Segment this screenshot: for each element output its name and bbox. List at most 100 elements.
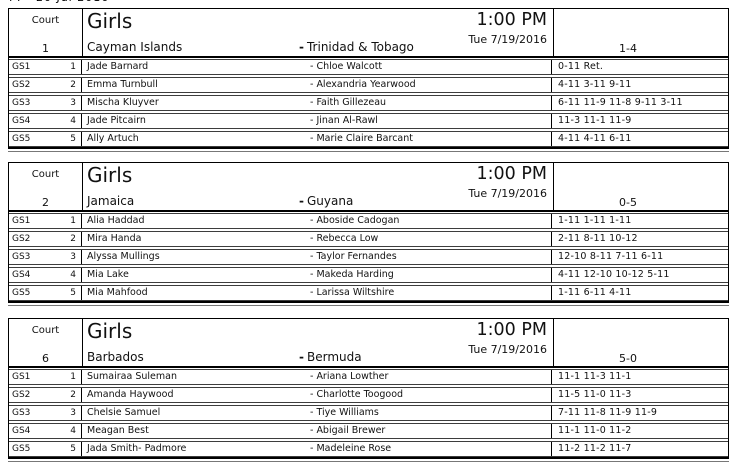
table-row: GS3 3 Alyssa Mullings - Taylor Fernandes 12… — [9, 249, 728, 265]
column-divider — [553, 319, 554, 366]
team1-name: Barbados — [87, 350, 144, 364]
vs-dash: - — [310, 133, 314, 144]
vs-dash: - — [310, 61, 314, 72]
match-code: GS1 — [12, 372, 31, 382]
vs-dash: - — [310, 215, 314, 226]
table-row: GS5 5 Jada Smith- Padmore - Madeleine Rose … — [9, 441, 728, 457]
court-label: Court — [31, 15, 60, 26]
game-scores: 0-11 Ret. — [558, 61, 604, 72]
court-label: Court — [31, 169, 60, 180]
match-number: 4 — [70, 116, 76, 126]
player2-name: - Alexandria Yearwood — [310, 79, 416, 90]
game-scores: 2-11 8-11 10-12 — [558, 233, 638, 244]
table-row: GS5 5 Mia Mahfood - Larissa Wiltshire 1-11 … — [9, 285, 728, 301]
game-scores: 7-11 11-8 11-9 11-9 — [558, 407, 658, 418]
player1-name: Jada Smith- Padmore — [87, 443, 187, 454]
player1-name: Meagan Best — [87, 425, 149, 436]
match-date: Tue 7/19/2016 — [468, 187, 547, 200]
player1-name: Alia Haddad — [87, 215, 145, 226]
table-row: GS4 4 Mia Lake - Makeda Harding 4-11 12-10 … — [9, 267, 728, 283]
vs-dash: - — [310, 287, 314, 298]
vs-dash: - — [310, 407, 314, 418]
match-card-3: Court 6 Girls 1:00 PM Tue 7/19/2016 Barb… — [8, 318, 729, 462]
column-divider — [82, 163, 83, 210]
player1-name: Mia Lake — [87, 269, 129, 280]
match-rows: GS1 1 Jade Barnard - Chloe Walcott 0-11 Ret… — [9, 58, 728, 147]
match-score: 0-5 — [619, 196, 637, 209]
player2-name: - Marie Claire Barcant — [310, 133, 413, 144]
player2-name: - Taylor Fernandes — [310, 251, 397, 262]
player1-name: Jade Pitcairn — [87, 115, 146, 126]
table-row: GS4 4 Meagan Best - Abigail Brewer 11-1 11-… — [9, 423, 728, 439]
match-date: Tue 7/19/2016 — [468, 343, 547, 356]
match-number: 1 — [70, 216, 76, 226]
match-number: 3 — [70, 408, 76, 418]
match-time: 1:00 PM — [476, 10, 547, 30]
vs-dash: - — [310, 97, 314, 108]
match-number: 5 — [70, 134, 76, 144]
clipped-page-header: 44 - 20 Jul 2016 — [6, 0, 306, 4]
game-scores: 6-11 11-9 11-8 9-11 3-11 — [558, 97, 683, 108]
match-code: GS4 — [12, 426, 31, 436]
player1-name: Ally Artuch — [87, 133, 139, 144]
player1-name: Emma Turnbull — [87, 79, 158, 90]
match-time: 1:00 PM — [476, 164, 547, 184]
team2-name: - Guyana — [299, 194, 354, 208]
match-code: GS1 — [12, 216, 31, 226]
player2-name: - Makeda Harding — [310, 269, 394, 280]
match-code: GS4 — [12, 116, 31, 126]
game-scores: 1-11 1-11 1-11 — [558, 215, 632, 226]
table-row: GS2 2 Mira Handa - Rebecca Low 2-11 8-11 10… — [9, 231, 728, 247]
player1-name: Chelsie Samuel — [87, 407, 161, 418]
match-number: 3 — [70, 252, 76, 262]
match-date: Tue 7/19/2016 — [468, 33, 547, 46]
division-title: Girls — [87, 9, 133, 33]
match-number: 2 — [70, 234, 76, 244]
table-row: GS2 2 Amanda Haywood - Charlotte Toogood 11… — [9, 387, 728, 403]
table-row: GS4 4 Jade Pitcairn - Jinan Al-Rawl 11-3 11… — [9, 113, 728, 129]
court-number: 2 — [42, 196, 49, 209]
game-scores: 1-11 6-11 4-11 — [558, 287, 632, 298]
player2-name: - Jinan Al-Rawl — [310, 115, 378, 126]
player2-name: - Madeleine Rose — [310, 443, 392, 454]
division-title: Girls — [87, 319, 133, 343]
game-scores: 11-3 11-1 11-9 — [558, 115, 632, 126]
match-code: GS3 — [12, 98, 31, 108]
match-code: GS5 — [12, 134, 31, 144]
table-underline — [8, 303, 729, 306]
table-row: GS1 1 Jade Barnard - Chloe Walcott 0-11 Ret… — [9, 59, 728, 75]
table-row: GS1 1 Alia Haddad - Aboside Cadogan 1-11 1-… — [9, 213, 728, 229]
match-card-1: Court 1 Girls 1:00 PM Tue 7/19/2016 Caym… — [8, 8, 729, 152]
match-header: Court 2 Girls 1:00 PM Tue 7/19/2016 Jama… — [9, 163, 728, 212]
game-scores: 4-11 4-11 6-11 — [558, 133, 632, 144]
team2-name: - Bermuda — [299, 350, 362, 364]
match-code: GS3 — [12, 252, 31, 262]
match-rows: GS1 1 Alia Haddad - Aboside Cadogan 1-11 1-… — [9, 212, 728, 301]
table-row: GS5 5 Ally Artuch - Marie Claire Barcant 4-… — [9, 131, 728, 147]
column-divider — [553, 163, 554, 210]
player1-name: Sumairaa Suleman — [87, 371, 177, 382]
player2-name: - Ariana Lowther — [310, 371, 389, 382]
player2-name: - Abigail Brewer — [310, 425, 386, 436]
team1-name: Jamaica — [87, 194, 135, 208]
match-code: GS4 — [12, 270, 31, 280]
match-code: GS5 — [12, 444, 31, 454]
match-code: GS1 — [12, 62, 31, 72]
game-scores: 4-11 12-10 10-12 5-11 — [558, 269, 670, 280]
vs-dash: - — [310, 425, 314, 436]
game-scores: 11-1 11-3 11-1 — [558, 371, 632, 382]
match-score: 1-4 — [619, 42, 637, 55]
match-code: GS2 — [12, 234, 31, 244]
player1-name: Mischa Kluyver — [87, 97, 159, 108]
game-scores: 4-11 3-11 9-11 — [558, 79, 632, 90]
game-scores: 11-2 11-2 11-7 — [558, 443, 632, 454]
team1-name: Cayman Islands — [87, 40, 183, 54]
match-number: 2 — [70, 80, 76, 90]
match-card-2: Court 2 Girls 1:00 PM Tue 7/19/2016 Jama… — [8, 162, 729, 306]
match-header: Court 1 Girls 1:00 PM Tue 7/19/2016 Caym… — [9, 9, 728, 58]
vs-dash: - — [310, 251, 314, 262]
vs-dash: - — [299, 194, 304, 208]
match-number: 3 — [70, 98, 76, 108]
column-divider — [82, 9, 83, 56]
match-number: 1 — [70, 372, 76, 382]
